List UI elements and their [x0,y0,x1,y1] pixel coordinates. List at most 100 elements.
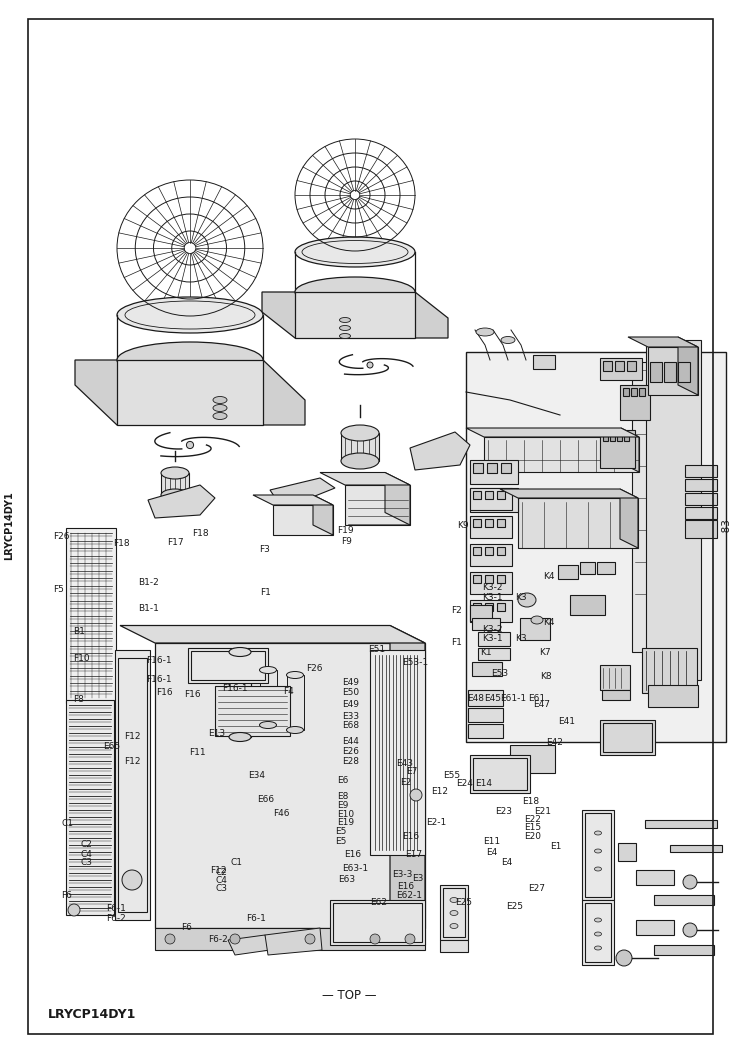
Text: C4: C4 [80,850,92,858]
Bar [600,430,635,468]
Text: E49: E49 [342,701,359,709]
Text: K8: K8 [540,672,552,681]
Text: E11: E11 [484,837,501,846]
Polygon shape [253,495,333,505]
Bar [473,575,481,583]
Text: E3-3: E3-3 [392,870,412,878]
Bar [648,685,698,707]
Polygon shape [313,495,333,535]
Ellipse shape [594,946,601,950]
Text: F46: F46 [273,809,289,817]
Bar [473,603,481,611]
Bar [570,595,605,615]
Bar [597,562,615,574]
Text: E65: E65 [103,743,121,751]
Polygon shape [345,485,410,525]
Polygon shape [385,472,410,525]
Text: F16-1: F16-1 [146,675,171,684]
Text: E18: E18 [522,797,539,806]
Circle shape [683,923,697,937]
Bar [470,460,518,484]
Ellipse shape [213,412,227,420]
Text: F16: F16 [156,688,173,696]
Bar [600,720,655,755]
Circle shape [410,789,422,801]
Text: E34: E34 [248,771,266,780]
Text: E27: E27 [528,885,545,893]
Bar [478,648,510,660]
Bar [585,813,611,897]
Bar [650,362,662,382]
Bar [473,463,483,473]
Text: E12: E12 [432,787,449,795]
Bar [188,648,268,683]
Bar [631,388,637,396]
Bar [678,362,690,382]
Bar [615,361,624,371]
Bar [497,491,505,499]
Text: E9: E9 [337,802,348,810]
Text: K3-2: K3-2 [482,625,503,633]
Bar [582,810,614,901]
Circle shape [683,875,697,889]
Text: F2: F2 [452,606,462,614]
Text: E41: E41 [558,717,575,726]
Text: E53-1: E53-1 [403,659,429,667]
Text: E25: E25 [506,903,523,911]
Polygon shape [410,432,470,470]
Polygon shape [390,626,425,928]
Ellipse shape [594,918,601,922]
Text: E63: E63 [339,875,356,884]
Text: K4: K4 [543,572,554,581]
Text: F4: F4 [283,687,293,695]
Text: F6-2: F6-2 [106,914,126,923]
Text: — 83 —: — 83 — [722,506,732,546]
Text: F3: F3 [259,545,270,553]
Ellipse shape [213,397,227,404]
Bar [118,658,147,912]
Polygon shape [120,626,425,643]
Bar [600,665,630,690]
Text: F18: F18 [113,540,129,548]
Ellipse shape [229,647,251,656]
Bar [161,473,189,495]
Ellipse shape [117,297,263,333]
Bar [478,632,510,646]
Bar [624,433,629,441]
Bar [485,519,493,527]
Text: E68: E68 [342,722,359,730]
Bar [485,603,493,611]
Text: E62: E62 [371,898,388,907]
Text: E45: E45 [484,694,501,703]
Bar [470,488,512,510]
Bar [627,361,636,371]
Bar [470,515,512,538]
Bar [485,491,493,499]
Polygon shape [620,489,638,548]
Ellipse shape [341,425,379,441]
Bar [473,547,481,555]
Text: F16-1: F16-1 [222,684,247,692]
Text: F16-1: F16-1 [146,656,171,665]
Polygon shape [265,928,322,955]
Ellipse shape [213,405,227,411]
Circle shape [165,934,175,944]
Bar [497,575,505,583]
Ellipse shape [260,722,277,728]
Ellipse shape [286,727,304,733]
Bar [470,605,492,621]
Bar [470,544,512,566]
Text: E21: E21 [534,807,551,815]
Circle shape [187,442,193,448]
Circle shape [122,870,142,890]
Text: K3-1: K3-1 [482,634,503,643]
Ellipse shape [295,277,415,307]
Text: K3-1: K3-1 [482,593,503,602]
Text: E33: E33 [342,712,359,721]
Text: E16: E16 [397,883,414,891]
Bar [501,491,511,501]
Text: E19: E19 [337,818,354,827]
Bar [468,724,503,739]
Text: C1: C1 [231,858,243,867]
Bar [603,361,612,371]
